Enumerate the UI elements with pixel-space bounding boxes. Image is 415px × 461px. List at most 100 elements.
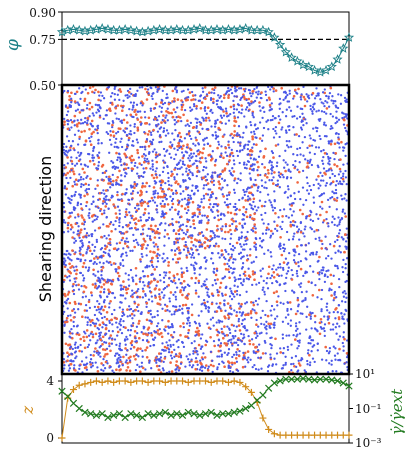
particle-blue xyxy=(66,297,70,301)
particle-blue xyxy=(81,122,85,125)
particle-blue xyxy=(201,127,204,130)
particle-red xyxy=(109,282,113,286)
particle-blue xyxy=(247,361,250,364)
particle-blue xyxy=(154,170,157,173)
particle-red xyxy=(228,159,231,162)
particle-blue xyxy=(260,184,264,188)
particle-red xyxy=(220,228,223,231)
particle-blue xyxy=(241,248,245,251)
particle-blue xyxy=(292,362,295,366)
particle-blue xyxy=(318,239,321,242)
particle-blue xyxy=(119,301,122,304)
particle-red xyxy=(235,314,238,318)
particle-blue xyxy=(91,154,94,157)
particle-red xyxy=(115,317,118,321)
particle-red xyxy=(250,185,254,188)
particle-red xyxy=(115,179,118,182)
particle-blue xyxy=(170,199,174,203)
particle-blue xyxy=(169,141,172,144)
particle-blue xyxy=(176,134,180,137)
particle-red xyxy=(338,347,341,351)
particle-blue xyxy=(323,323,327,326)
particle-red xyxy=(166,232,169,236)
particle-blue xyxy=(211,150,214,153)
particle-blue xyxy=(324,273,327,277)
particle-red xyxy=(82,335,85,339)
particle-blue xyxy=(299,107,302,110)
particle-blue xyxy=(201,302,204,305)
particle-blue xyxy=(165,341,168,344)
particle-blue xyxy=(182,190,185,193)
particle-blue xyxy=(282,347,286,350)
particle-red xyxy=(238,222,241,225)
phi-tick-0: 0.90 xyxy=(29,6,56,20)
particle-blue xyxy=(170,184,173,187)
particle-blue xyxy=(332,274,335,277)
particle-blue xyxy=(91,112,94,115)
particle-blue xyxy=(93,350,96,353)
particle-blue xyxy=(236,285,239,288)
particle-red xyxy=(98,115,102,119)
particle-blue xyxy=(334,358,337,361)
particle-blue xyxy=(111,125,114,129)
particle-red xyxy=(204,343,207,347)
particle-blue xyxy=(162,369,165,372)
shear-point xyxy=(287,375,296,383)
particle-red xyxy=(152,250,155,254)
particle-blue xyxy=(70,144,73,148)
particle-blue xyxy=(323,329,326,333)
particle-blue xyxy=(163,303,167,306)
particle-blue xyxy=(151,338,155,341)
z-tick-1: 0 xyxy=(46,431,54,445)
particle-blue xyxy=(233,284,236,287)
particle-blue xyxy=(233,163,236,166)
particle-blue xyxy=(150,86,153,90)
particle-blue xyxy=(70,101,73,104)
particle-red xyxy=(97,98,100,102)
particle-red xyxy=(136,118,140,121)
particle-red xyxy=(229,256,232,260)
particle-red xyxy=(229,306,232,309)
particle-red xyxy=(333,197,336,201)
shear-point xyxy=(196,411,204,419)
particle-red xyxy=(192,222,195,226)
z-point xyxy=(270,430,278,438)
particle-blue xyxy=(336,224,339,227)
particle-blue xyxy=(322,179,325,182)
particle-blue xyxy=(233,341,236,344)
particle-blue xyxy=(114,270,118,273)
shear-point xyxy=(104,413,112,422)
particle-blue xyxy=(254,351,257,355)
particle-blue xyxy=(329,183,332,186)
particle-blue xyxy=(145,254,148,257)
shear-point xyxy=(178,411,187,419)
particle-red xyxy=(154,117,157,121)
particle-blue xyxy=(284,257,288,260)
particle-blue xyxy=(304,118,307,121)
particle-blue xyxy=(333,217,336,221)
particle-blue xyxy=(230,173,233,177)
particle-blue xyxy=(150,331,153,335)
particle-blue xyxy=(210,174,214,177)
particle-red xyxy=(134,222,138,226)
particle-blue xyxy=(154,86,158,89)
particle-blue xyxy=(75,325,79,328)
particle-blue xyxy=(219,307,222,310)
particle-blue xyxy=(270,172,273,175)
particle-blue xyxy=(198,368,202,371)
particle-red xyxy=(228,224,232,228)
particle-red xyxy=(223,168,226,172)
particle-blue xyxy=(304,244,308,247)
particle-blue xyxy=(253,309,256,312)
particle-red xyxy=(109,134,113,137)
particle-blue xyxy=(201,214,204,217)
particle-blue xyxy=(210,91,213,94)
particle-red xyxy=(298,208,302,212)
particle-red xyxy=(224,267,228,271)
z-point xyxy=(121,377,129,385)
particle-blue xyxy=(279,225,282,228)
particle-red xyxy=(156,329,160,332)
particle-blue xyxy=(180,140,183,143)
particle-blue xyxy=(197,281,201,285)
particle-red xyxy=(245,215,249,219)
